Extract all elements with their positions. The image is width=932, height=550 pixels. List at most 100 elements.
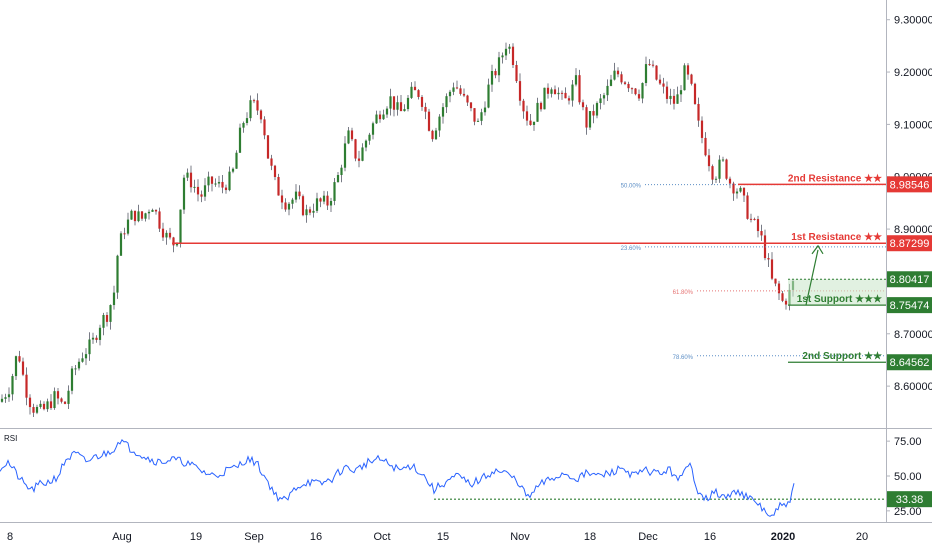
candle-body (774, 278, 777, 284)
candle-body (581, 102, 585, 108)
time-axis-label: 8 (7, 531, 13, 543)
candle-body (326, 195, 329, 206)
candle-body (539, 102, 543, 110)
candle-body (0, 398, 4, 402)
candle-body (193, 186, 196, 188)
candle-body (585, 107, 588, 128)
candle-body (158, 211, 161, 229)
candle-body (154, 209, 158, 212)
candle-body (641, 83, 644, 99)
rsi-tick-label: 75.00 (894, 436, 922, 448)
candle-body (11, 376, 14, 395)
candle-body (249, 100, 252, 119)
fib-label: 78.60% (673, 355, 694, 361)
candle-body (263, 119, 266, 136)
candle-body (718, 159, 721, 179)
candle-body (427, 111, 431, 131)
candle-body (382, 114, 385, 120)
candle-body (662, 83, 665, 87)
candle-body (452, 87, 455, 92)
candle-body (406, 97, 410, 110)
candle-body (767, 258, 770, 260)
candle-body (319, 198, 322, 202)
candle-body (410, 86, 413, 98)
candle-body (497, 57, 501, 76)
forecast-arrow-head (811, 244, 824, 255)
candle-body (469, 102, 473, 109)
candle-body (203, 185, 207, 197)
candle-body (151, 209, 154, 212)
candle-body (739, 187, 742, 192)
candle-body (357, 158, 361, 161)
candle-body (18, 356, 21, 362)
candle-body (228, 171, 231, 191)
candle-body (81, 358, 84, 362)
level-price-badge (887, 271, 932, 288)
candle-body (560, 92, 564, 94)
candle-body (574, 75, 578, 85)
candle-body (200, 194, 203, 197)
candle-body (4, 397, 7, 399)
candle-body (259, 110, 263, 120)
candle-body (137, 211, 140, 222)
rsi-tick-label: 50.00 (894, 471, 922, 483)
rsi-chart: RSI (0, 434, 886, 517)
candle-body (431, 130, 434, 140)
candle-body (63, 401, 67, 404)
candle-body (536, 102, 539, 122)
time-axis-label: Dec (638, 531, 658, 543)
time-axis-label: 19 (190, 531, 202, 543)
candle-body (277, 176, 280, 196)
candle-body (77, 361, 81, 369)
candle-body (196, 186, 200, 195)
price-tick-label: 9.20000 (894, 67, 932, 79)
candle-body (543, 87, 546, 110)
candle-body (606, 85, 609, 96)
candle-body (336, 175, 340, 183)
candle-body (459, 88, 462, 94)
candle-body (396, 102, 399, 110)
candle-body (595, 103, 599, 116)
candle-body (116, 255, 119, 293)
price-tick-label: 8.70000 (894, 329, 932, 341)
candle-body (333, 182, 336, 201)
time-axis-label: 16 (704, 531, 716, 543)
candle-body (676, 94, 679, 104)
candle-body (182, 177, 186, 210)
candle-body (504, 48, 508, 56)
candle-body (756, 219, 760, 232)
time-axis-label: 20 (856, 531, 868, 543)
candle-body (546, 87, 550, 94)
candle-body (669, 95, 672, 99)
candle-body (567, 98, 571, 101)
candle-body (522, 100, 525, 112)
candle-body (56, 391, 60, 399)
candle-body (25, 374, 28, 398)
candle-body (599, 98, 602, 104)
candle-body (308, 209, 312, 213)
candle-body (284, 202, 287, 210)
candle-body (245, 118, 249, 123)
candle-body (280, 195, 284, 203)
candle-body (7, 394, 11, 398)
candle-body (490, 71, 494, 85)
candle-body (571, 84, 574, 101)
level-label: 2nd Support ★★ (802, 351, 882, 362)
candle-body (532, 121, 536, 125)
candle-body (735, 191, 739, 194)
candle-body (14, 356, 18, 377)
candle-body (35, 406, 39, 413)
candle-body (553, 89, 557, 95)
candle-body (480, 112, 483, 121)
fib-label: 23.60% (621, 246, 642, 252)
candle-body (392, 96, 396, 110)
candle-body (770, 259, 774, 279)
level-label: 1st Resistance ★★ (791, 232, 882, 243)
candle-body (483, 107, 487, 113)
candle-body (210, 176, 214, 184)
candle-body (161, 228, 165, 238)
candle-body (42, 403, 46, 410)
candle-body (466, 95, 469, 103)
